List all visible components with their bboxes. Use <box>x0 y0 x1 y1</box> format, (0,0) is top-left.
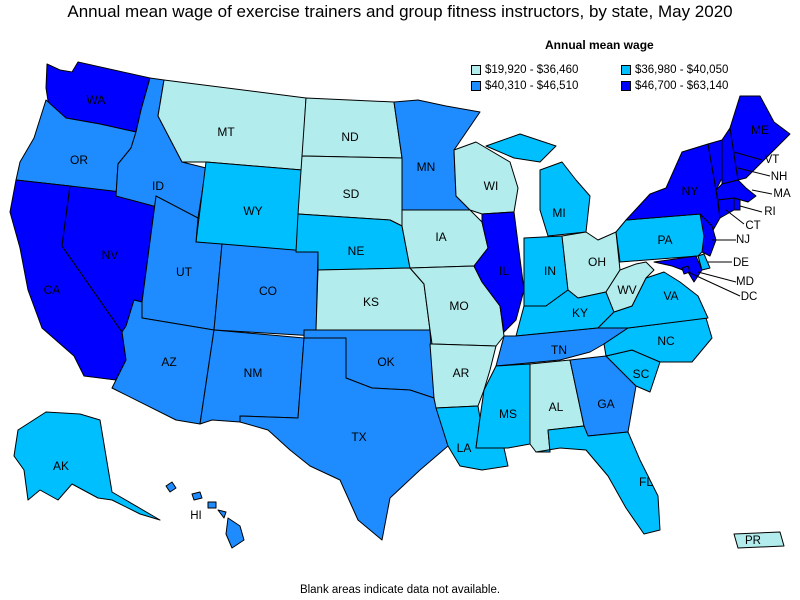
footnote: Blank areas indicate data not available. <box>299 584 501 596</box>
legend-title: Annual mean wage <box>545 38 654 52</box>
label-sd: SD <box>343 187 360 201</box>
label-nh: NH <box>771 171 788 183</box>
label-mo: MO <box>449 299 468 313</box>
label-sc: SC <box>633 367 650 381</box>
label-ia: IA <box>435 230 446 244</box>
label-nc: NC <box>657 334 675 348</box>
label-wa: WA <box>87 93 106 107</box>
legend-label: $40,310 - $46,510 <box>485 80 579 92</box>
leader-line <box>697 271 737 283</box>
legend-swatch <box>621 81 631 91</box>
state-md[interactable] <box>653 255 703 283</box>
legend-label: $46,700 - $63,140 <box>635 80 729 92</box>
map-title: Annual mean wage of exercise trainers an… <box>67 2 733 21</box>
label-hi: HI <box>190 510 202 522</box>
state-az[interactable] <box>111 299 215 425</box>
legend-item-bin-4: $46,700 - $63,140 <box>621 80 728 92</box>
label-pr: PR <box>745 535 761 547</box>
leader-line <box>751 189 773 195</box>
label-me: ME <box>751 123 769 137</box>
legend-item-bin-3: $40,310 - $46,510 <box>471 80 578 92</box>
label-ny: NY <box>682 184 699 198</box>
label-il: IL <box>499 264 509 278</box>
state-wv[interactable] <box>605 261 655 313</box>
label-ky: KY <box>572 306 588 320</box>
state-nj[interactable] <box>699 213 717 257</box>
label-fl: FL <box>639 475 653 489</box>
legend-swatch <box>471 65 481 75</box>
label-ms: MS <box>499 407 517 421</box>
label-ks: KS <box>363 295 379 309</box>
legend-label: $19,920 - $36,460 <box>485 64 579 76</box>
label-tx: TX <box>351 430 366 444</box>
label-or: OR <box>70 153 88 167</box>
label-wv: WV <box>617 283 636 297</box>
label-wi: WI <box>484 179 499 193</box>
leader-line <box>687 271 741 297</box>
label-al: AL <box>549 400 564 414</box>
label-pa: PA <box>657 233 672 247</box>
leader-line <box>733 151 763 161</box>
label-co: CO <box>259 284 277 298</box>
label-wy: WY <box>243 204 262 218</box>
label-oh: OH <box>588 255 606 269</box>
label-mn: MN <box>417 160 436 174</box>
state-fl[interactable] <box>535 425 661 535</box>
state-la[interactable] <box>435 405 509 471</box>
label-dc: DC <box>741 291 758 303</box>
label-ct: CT <box>745 220 760 232</box>
label-id: ID <box>152 179 164 193</box>
state-ak[interactable] <box>13 411 161 521</box>
label-va: VA <box>663 289 678 303</box>
label-nm: NM <box>244 366 263 380</box>
label-mt: MT <box>217 125 235 139</box>
state-nd[interactable] <box>301 97 403 159</box>
leader-line <box>739 205 763 213</box>
state-il[interactable] <box>473 211 525 333</box>
label-la: LA <box>457 441 472 455</box>
label-ne: NE <box>348 244 365 258</box>
legend-swatch <box>621 65 631 75</box>
leader-line <box>725 209 745 225</box>
state-mi[interactable] <box>485 133 591 237</box>
label-az: AZ <box>161 355 176 369</box>
label-ak: AK <box>53 459 69 473</box>
label-md: MD <box>736 276 754 288</box>
state-de[interactable] <box>697 253 711 271</box>
state-ct[interactable] <box>717 197 735 219</box>
label-de: DE <box>733 257 749 269</box>
label-ok: OK <box>377 355 394 369</box>
label-tn: TN <box>551 343 567 357</box>
label-in: IN <box>544 264 556 278</box>
legend-item-bin-2: $36,980 - $40,050 <box>621 64 728 76</box>
label-ar: AR <box>453 366 470 380</box>
legend-item-bin-1: $19,920 - $36,460 <box>471 64 578 76</box>
label-nj: NJ <box>736 234 750 246</box>
legend-swatch <box>471 81 481 91</box>
leader-line <box>737 167 771 177</box>
state-me[interactable] <box>729 95 791 181</box>
label-ca: CA <box>44 283 61 297</box>
label-ri: RI <box>764 206 776 218</box>
state-hi[interactable] <box>165 481 245 549</box>
state-ri[interactable] <box>733 197 741 211</box>
label-ga: GA <box>597 397 614 411</box>
state-pr[interactable] <box>733 531 785 549</box>
state-tx[interactable] <box>239 337 449 541</box>
label-nd: ND <box>341 130 359 144</box>
label-nv: NV <box>102 248 119 262</box>
label-mi: MI <box>552 206 565 220</box>
legend-label: $36,980 - $40,050 <box>635 64 729 76</box>
label-ma: MA <box>773 188 791 200</box>
label-ut: UT <box>176 265 193 279</box>
label-vt: VT <box>765 154 780 166</box>
